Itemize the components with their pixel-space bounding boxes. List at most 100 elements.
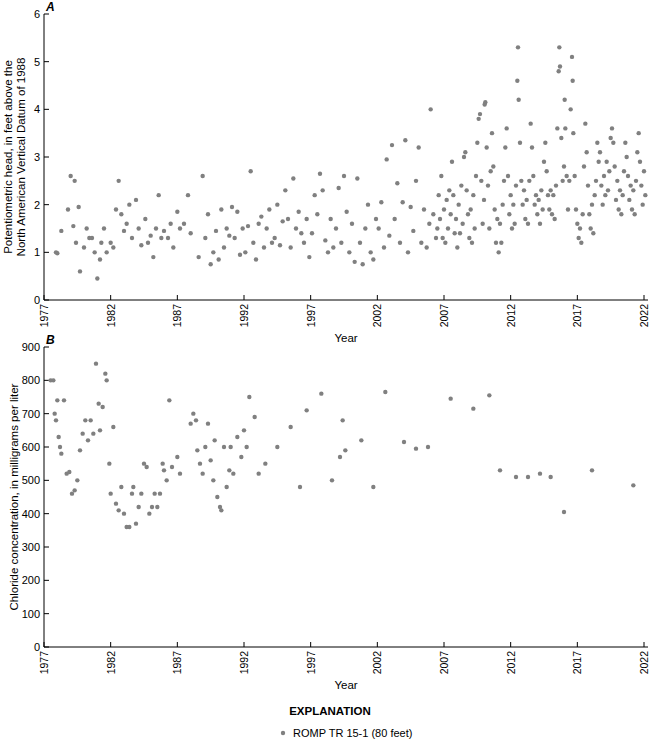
x-tick	[110, 295, 111, 300]
point	[604, 160, 608, 164]
point	[603, 193, 607, 197]
point	[124, 222, 128, 226]
point	[464, 188, 468, 192]
y-tick-label: 2	[34, 199, 40, 211]
y-tick-label: 400	[22, 508, 40, 520]
y-tick	[44, 647, 49, 648]
y-tick-label: 1	[34, 246, 40, 258]
point	[522, 188, 526, 192]
legend: EXPLANATIONROMP TR 15-1 (80 feet)	[281, 705, 413, 739]
point	[155, 505, 159, 509]
point	[208, 262, 212, 266]
point	[227, 468, 231, 472]
point	[506, 174, 510, 178]
point	[56, 435, 60, 439]
point	[86, 438, 90, 442]
point	[280, 219, 284, 223]
point	[302, 241, 306, 245]
point	[526, 475, 530, 479]
point	[82, 245, 86, 249]
point	[152, 491, 156, 495]
point	[323, 238, 327, 242]
legend-title: EXPLANATION	[289, 705, 371, 717]
point	[455, 245, 459, 249]
point	[530, 145, 534, 149]
point	[594, 179, 598, 183]
point	[570, 79, 574, 83]
point	[444, 198, 448, 202]
point	[154, 226, 158, 230]
point	[528, 121, 532, 125]
y-tick	[44, 480, 49, 481]
x-tick-label: 2007	[438, 651, 450, 675]
point	[182, 222, 186, 226]
y-tick-label: 800	[22, 374, 40, 386]
point	[608, 136, 612, 140]
point	[523, 217, 527, 221]
point	[451, 193, 455, 197]
point	[488, 169, 492, 173]
point	[244, 445, 248, 449]
point	[162, 468, 166, 472]
point	[267, 207, 271, 211]
point	[403, 138, 407, 142]
figure: A012345619771982198719921997200220072012…	[0, 0, 658, 749]
point	[640, 202, 644, 206]
point	[58, 445, 62, 449]
point	[443, 241, 447, 245]
point	[392, 217, 396, 221]
y-tick	[44, 204, 49, 205]
point	[512, 222, 516, 226]
point	[315, 212, 319, 216]
point	[531, 174, 535, 178]
point	[398, 241, 402, 245]
x-tick	[577, 642, 578, 647]
point	[151, 255, 155, 259]
point	[159, 236, 163, 240]
point	[440, 236, 444, 240]
point	[96, 401, 100, 405]
point	[416, 145, 420, 149]
point	[114, 501, 118, 505]
point	[228, 445, 232, 449]
point	[566, 207, 570, 211]
point	[470, 241, 474, 245]
point	[479, 179, 483, 183]
y-tick	[44, 109, 49, 110]
point	[459, 183, 463, 187]
point	[104, 250, 108, 254]
point	[568, 107, 572, 111]
y-tick	[44, 252, 49, 253]
point	[206, 421, 210, 425]
point	[414, 446, 418, 450]
y-tick-label: 700	[22, 408, 40, 420]
point	[114, 207, 118, 211]
x-tick-label: 2022	[638, 304, 650, 328]
point	[527, 179, 531, 183]
plot-area	[48, 361, 635, 529]
point	[487, 226, 491, 230]
point	[510, 226, 514, 230]
x-tick-label: 1977	[38, 651, 50, 675]
point	[591, 231, 595, 235]
point	[490, 131, 494, 135]
point	[562, 164, 566, 168]
point	[136, 505, 140, 509]
point	[211, 478, 215, 482]
point	[318, 171, 322, 175]
point	[188, 421, 192, 425]
point	[326, 250, 330, 254]
point	[547, 207, 551, 211]
point	[436, 193, 440, 197]
point	[342, 174, 346, 178]
y-tick	[44, 513, 49, 514]
x-tick	[44, 642, 45, 647]
point	[119, 212, 123, 216]
point	[232, 236, 236, 240]
x-tick-label: 1982	[105, 304, 117, 328]
point	[134, 521, 138, 525]
legend-marker	[281, 731, 285, 735]
x-tick-label: 2012	[505, 304, 517, 328]
y-tick	[44, 14, 49, 15]
point	[463, 150, 467, 154]
